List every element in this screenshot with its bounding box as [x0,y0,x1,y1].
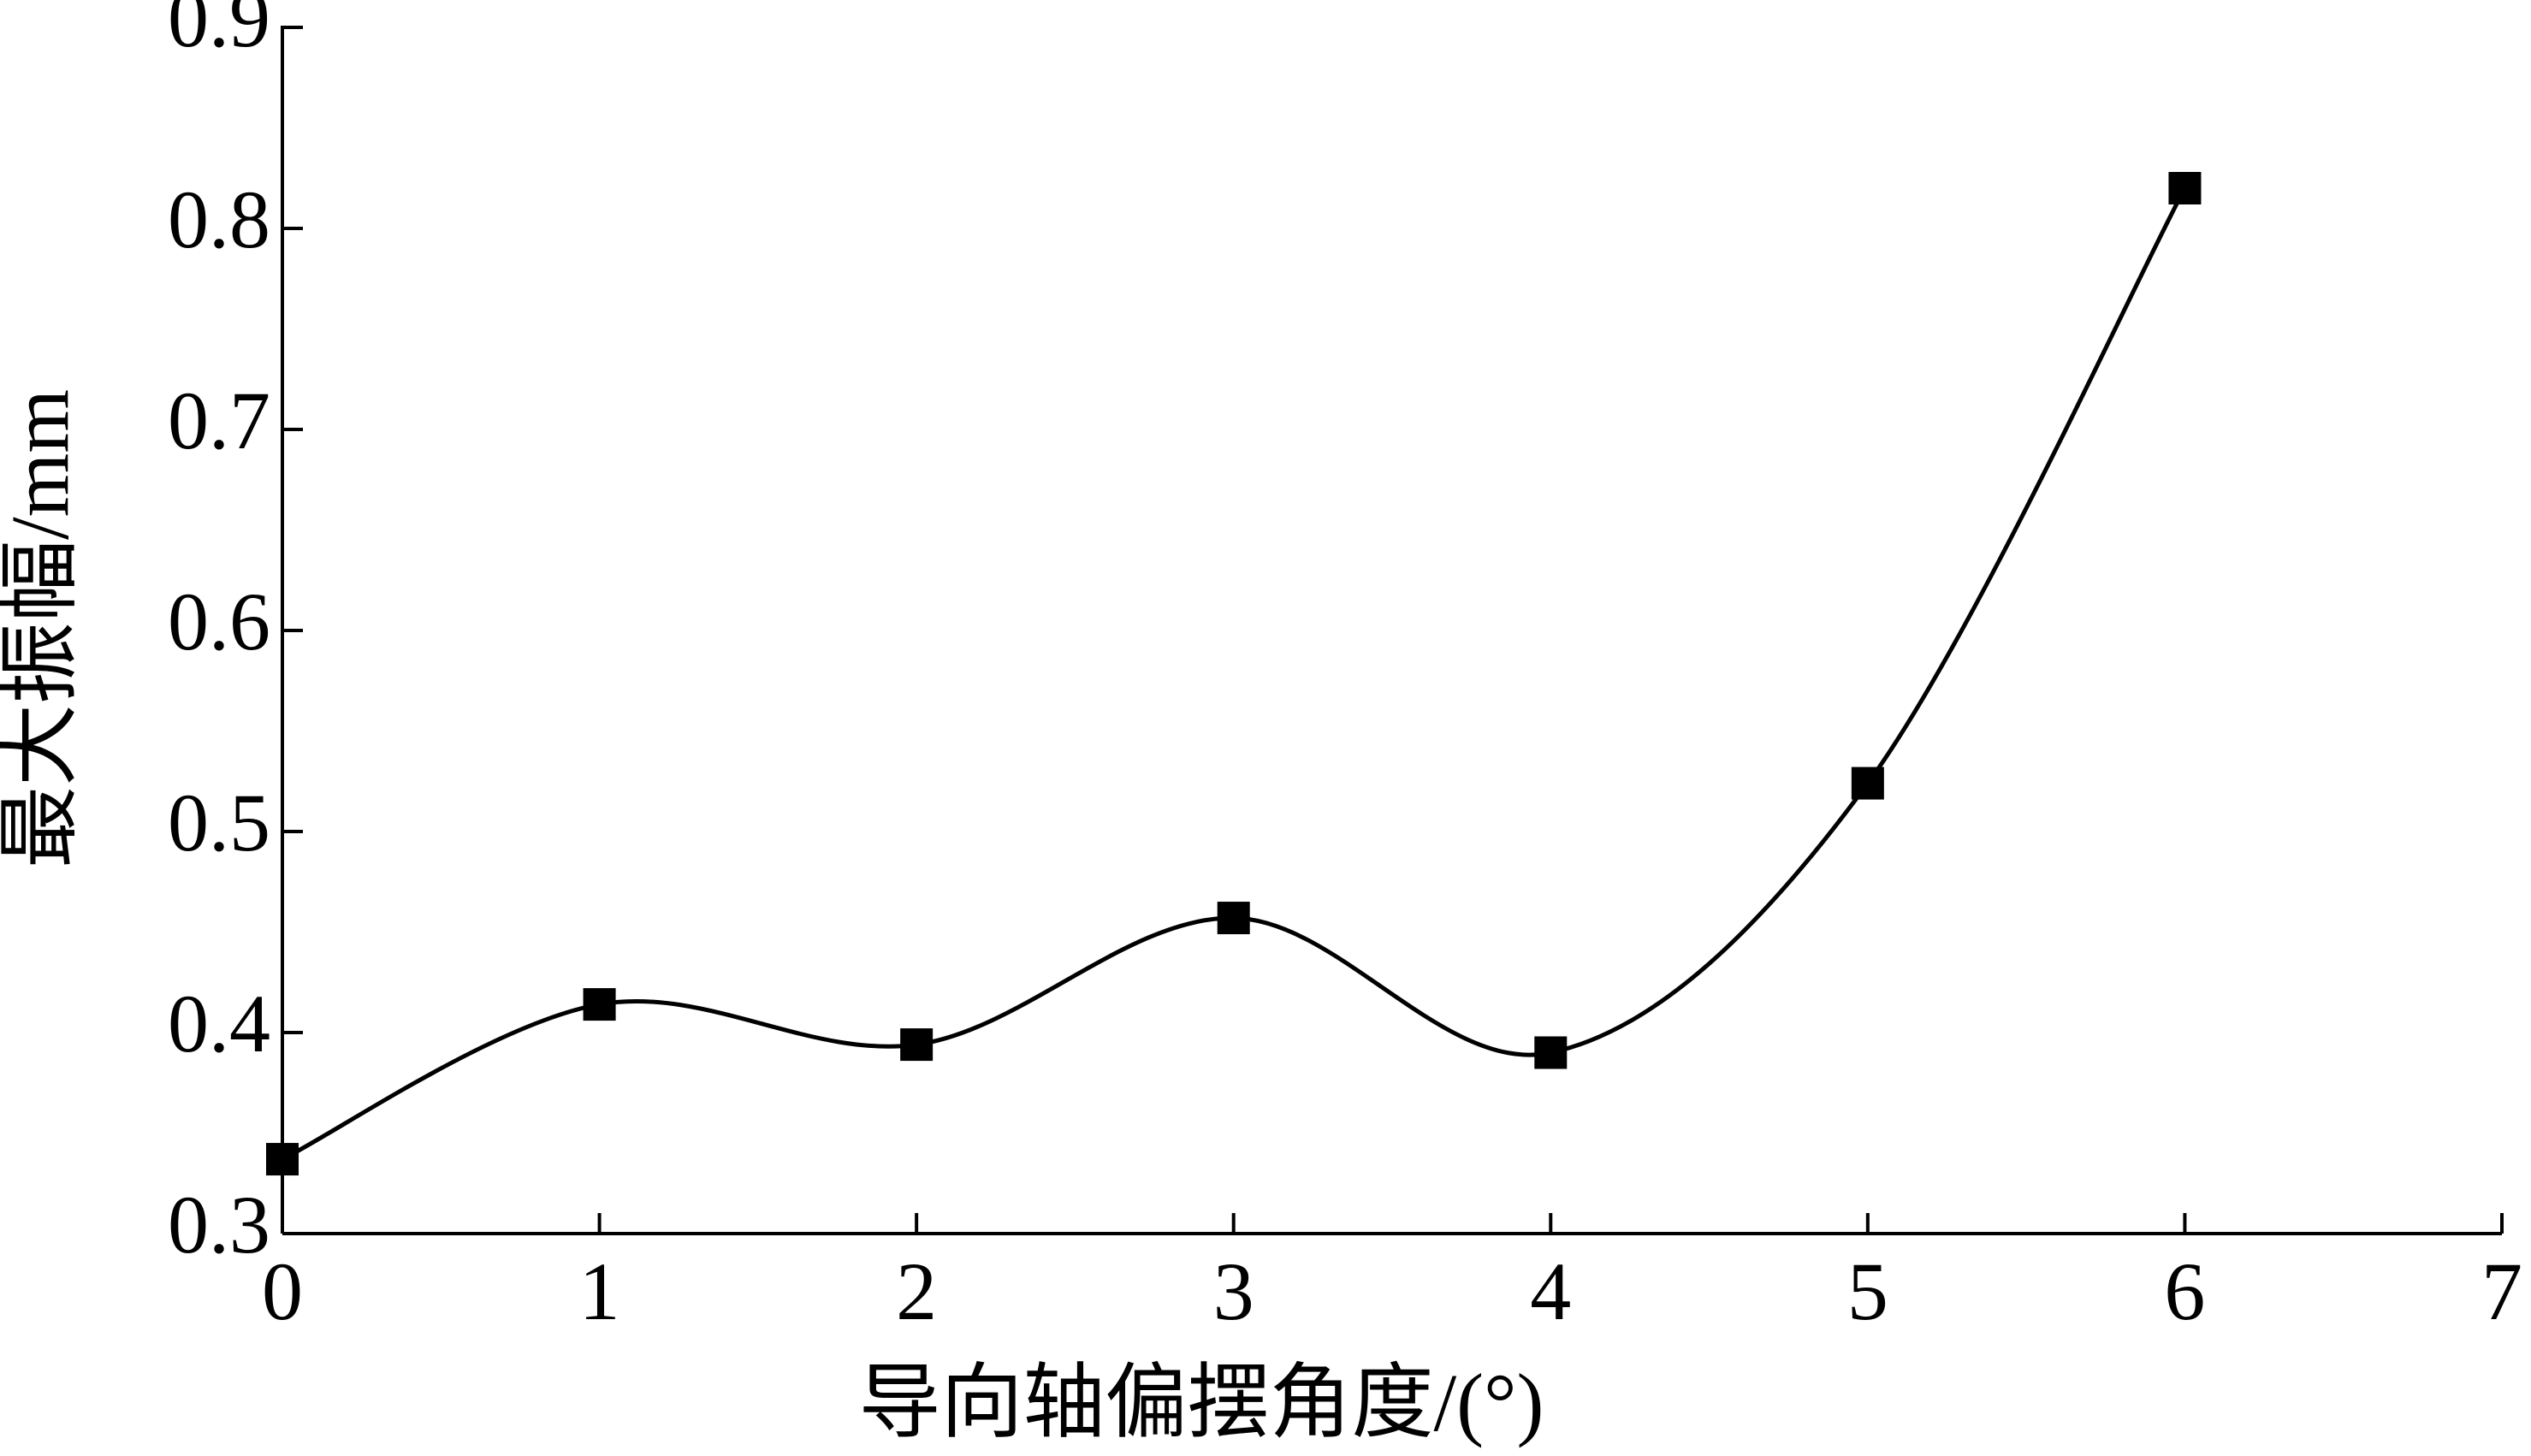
y-tick-label: 0.4 [168,978,270,1069]
x-tick-label: 6 [2164,1246,2205,1337]
line [281,186,2187,1162]
x-axis-label: 导向轴偏摆角度/(°) [859,1357,1544,1448]
x-tick-label: 0 [262,1246,303,1337]
x-tick-label: 1 [579,1246,620,1337]
y-tick-label: 0.6 [168,576,270,667]
x-tick-label: 7 [2481,1246,2522,1337]
marker [1534,1036,1568,1069]
marker [2168,172,2202,204]
marker [266,1143,299,1176]
x-tick-label: 3 [1213,1246,1254,1337]
x-tick-label: 5 [1847,1246,1888,1337]
marker [1217,902,1250,935]
y-tick-label: 0.5 [168,777,270,868]
marker [583,988,616,1021]
marker [900,1028,934,1062]
marker [1851,766,1884,800]
y-tick-label: 0.7 [168,375,270,466]
y-tick-label: 0.8 [168,174,270,265]
y-axis-label: 最大振幅/mm [0,389,86,868]
y-tick-label: 0.3 [168,1179,270,1270]
y-tick-label: 0.9 [168,0,270,64]
x-tick-label: 2 [896,1246,937,1337]
x-tick-label: 4 [1530,1246,1571,1337]
